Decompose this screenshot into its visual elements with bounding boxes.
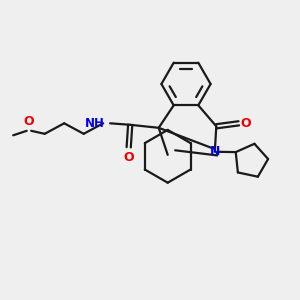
Text: O: O	[123, 151, 134, 164]
Text: O: O	[240, 117, 251, 130]
Text: O: O	[23, 115, 34, 128]
Text: NH: NH	[85, 117, 105, 130]
Text: N: N	[210, 145, 220, 158]
